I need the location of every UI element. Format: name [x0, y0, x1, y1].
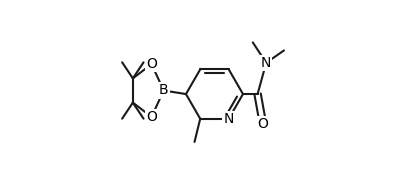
Text: O: O: [146, 57, 157, 71]
Text: N: N: [261, 56, 271, 70]
Text: N: N: [223, 112, 234, 126]
Text: O: O: [146, 110, 157, 124]
Text: B: B: [159, 83, 168, 98]
Text: O: O: [257, 117, 268, 131]
